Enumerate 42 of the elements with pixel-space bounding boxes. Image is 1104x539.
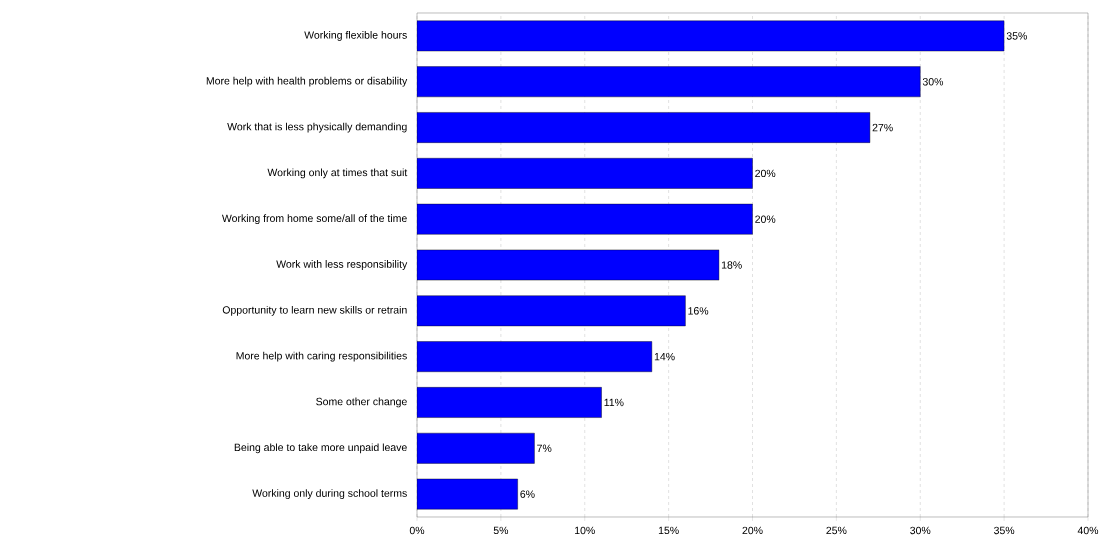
- x-tick-label: 10%: [575, 526, 595, 535]
- y-tick-label: Work with less responsibility: [276, 260, 408, 270]
- x-tick-label: 20%: [742, 526, 763, 535]
- y-tick-label: Working flexible hours: [304, 31, 407, 41]
- bar: [417, 203, 753, 235]
- bar: [417, 112, 871, 143]
- bar: [417, 478, 518, 510]
- data-label: 7%: [537, 444, 552, 452]
- x-tick-label: 35%: [994, 526, 1015, 535]
- bar: [417, 341, 653, 372]
- y-tick-label: More help with health problems or disability: [206, 76, 408, 87]
- bar: [417, 249, 720, 281]
- data-label: 14%: [654, 352, 675, 361]
- bar: [417, 295, 686, 327]
- y-tick-label: Some other change: [316, 397, 407, 408]
- bar: [417, 387, 602, 418]
- x-tick-label: 15%: [658, 526, 679, 535]
- bar: [417, 20, 1005, 52]
- y-tick-label: Being able to take more unpaid leave: [234, 443, 407, 454]
- data-label: 11%: [604, 398, 624, 407]
- bar: [417, 66, 921, 98]
- data-label: 6%: [520, 490, 535, 498]
- y-tick-label: Working from home some/all of the time: [221, 214, 407, 225]
- data-label: 35%: [1006, 32, 1027, 40]
- x-tick-label: 5%: [493, 526, 509, 535]
- x-tick-label: 0%: [409, 526, 425, 535]
- bar: [417, 158, 753, 189]
- data-label: 30%: [922, 78, 944, 86]
- x-tick-label: 25%: [826, 526, 847, 535]
- y-tick-label: Opportunity to learn new skills or retrain: [222, 305, 407, 316]
- data-label: 20%: [755, 169, 776, 178]
- y-tick-label: Working only at times that suit: [267, 168, 408, 179]
- bar: [417, 432, 535, 464]
- y-tick-label: More help with caring responsibilities: [236, 351, 407, 362]
- x-tick-label: 40%: [1077, 526, 1099, 535]
- data-label: 18%: [721, 261, 742, 269]
- y-tick-label: Working only during school terms: [252, 489, 407, 499]
- data-label: 20%: [755, 215, 776, 223]
- x-tick-label: 30%: [910, 526, 931, 535]
- data-label: 16%: [688, 307, 709, 315]
- data-label: 27%: [872, 123, 893, 132]
- y-tick-label: Work that is less physically demanding: [227, 122, 407, 133]
